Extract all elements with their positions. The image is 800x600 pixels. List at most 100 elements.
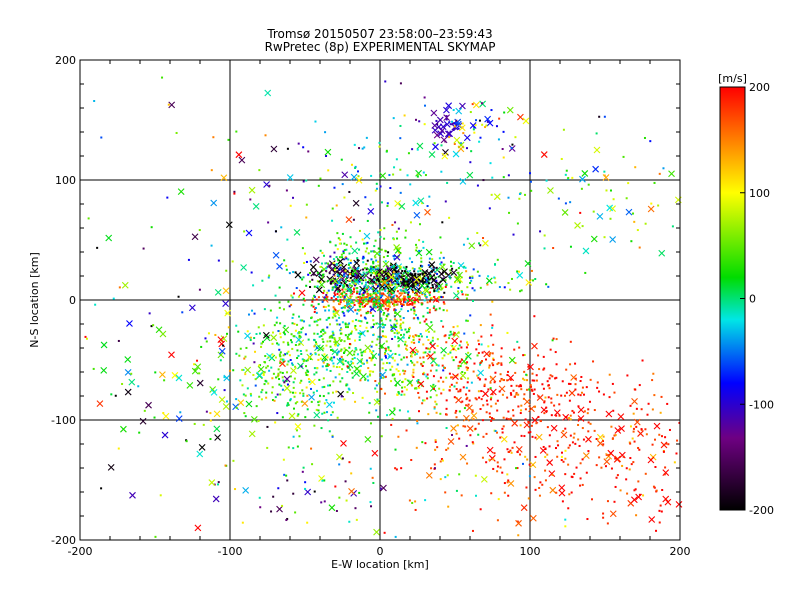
data-point-dot xyxy=(193,422,196,425)
data-point-dot xyxy=(450,333,453,336)
data-point-dot xyxy=(397,300,400,303)
data-point-cross xyxy=(592,165,600,173)
data-point-dot xyxy=(343,258,346,261)
data-point-dot xyxy=(562,430,565,433)
data-point-dot xyxy=(509,378,512,381)
data-point-dot xyxy=(359,298,362,301)
data-point-dot xyxy=(472,418,475,421)
data-point-dot xyxy=(355,328,358,331)
data-point-cross xyxy=(298,289,306,297)
data-point-dot xyxy=(467,351,470,354)
data-point-dot xyxy=(401,381,404,384)
data-point-dot xyxy=(436,272,439,275)
data-point-dot xyxy=(424,277,427,280)
data-point-dot xyxy=(325,293,328,296)
data-point-dot xyxy=(166,196,169,199)
data-point-dot xyxy=(652,485,655,488)
data-point-dot xyxy=(427,280,430,283)
data-point-cross xyxy=(379,172,387,180)
data-point-dot xyxy=(343,196,346,199)
data-point-dot xyxy=(343,314,346,317)
data-point-dot xyxy=(383,531,386,534)
data-point-dot xyxy=(312,391,315,394)
data-point-dot xyxy=(286,479,289,482)
data-point-dot xyxy=(358,304,361,307)
data-point-dot xyxy=(418,386,421,389)
data-point-dot xyxy=(298,343,301,346)
data-point-dot xyxy=(225,269,228,272)
data-point-dot xyxy=(427,275,430,278)
data-point-dot xyxy=(372,261,375,264)
data-point-dot xyxy=(321,274,324,277)
data-point-dot xyxy=(361,351,364,354)
data-point-dot xyxy=(386,204,389,207)
data-point-dot xyxy=(422,315,425,318)
data-point-dot xyxy=(577,405,580,408)
data-point-dot xyxy=(586,518,589,521)
data-point-dot xyxy=(298,315,301,318)
data-point-dot xyxy=(381,277,384,280)
data-point-dot xyxy=(477,339,480,342)
data-point-dot xyxy=(370,250,373,253)
data-point-dot xyxy=(384,290,387,293)
data-point-dot xyxy=(333,337,336,340)
data-point-dot xyxy=(364,279,367,282)
data-point-dot xyxy=(534,455,537,458)
data-point-dot xyxy=(448,275,451,278)
data-point-dot xyxy=(640,408,643,411)
data-point-cross xyxy=(558,489,566,497)
data-point-dot xyxy=(370,505,373,508)
data-point-cross xyxy=(453,275,461,283)
y-tick-label: -200 xyxy=(51,534,76,547)
data-point-dot xyxy=(331,219,334,222)
data-point-dot xyxy=(445,399,448,402)
data-point-dot xyxy=(283,308,286,311)
data-point-dot xyxy=(360,314,363,317)
data-point-dot xyxy=(353,350,356,353)
data-point-dot xyxy=(274,294,277,297)
data-point-dot xyxy=(456,325,459,328)
data-point-dot xyxy=(309,352,312,355)
data-point-dot xyxy=(329,340,332,343)
data-point-dot xyxy=(363,291,366,294)
data-point-dot xyxy=(257,326,260,329)
data-point-dot xyxy=(615,476,618,479)
data-point-cross xyxy=(561,209,569,216)
data-point-dot xyxy=(446,474,449,477)
data-point-dot xyxy=(396,332,399,335)
data-point-dot xyxy=(466,396,469,399)
data-point-dot xyxy=(325,318,328,321)
data-point-dot xyxy=(395,368,398,371)
data-point-dot xyxy=(92,367,95,370)
data-point-dot xyxy=(465,341,468,344)
data-point-dot xyxy=(376,295,379,298)
data-point-dot xyxy=(360,303,363,306)
data-point-cross xyxy=(647,205,655,213)
data-point-dot xyxy=(281,371,284,374)
data-point-dot xyxy=(562,128,565,131)
data-point-dot xyxy=(286,404,289,407)
data-point-dot xyxy=(372,271,375,274)
data-point-dot xyxy=(490,334,493,337)
data-point-cross xyxy=(560,431,568,439)
data-point-dot xyxy=(159,494,162,497)
data-point-dot xyxy=(286,517,289,520)
data-point-dot xyxy=(632,212,635,215)
data-point-dot xyxy=(327,304,330,307)
data-point-dot xyxy=(232,369,235,372)
data-point-dot xyxy=(360,279,363,282)
data-point-dot xyxy=(634,166,637,169)
data-point-cross xyxy=(175,374,183,382)
data-point-dot xyxy=(404,343,407,346)
data-point-dot xyxy=(369,267,372,270)
data-point-dot xyxy=(407,294,410,297)
data-point-dot xyxy=(403,295,406,298)
data-point-dot xyxy=(263,371,266,374)
data-point-dot xyxy=(346,303,349,306)
data-point-dot xyxy=(392,255,395,258)
data-point-dot xyxy=(520,385,523,388)
data-point-dot xyxy=(470,279,473,282)
data-point-cross xyxy=(423,287,431,295)
data-point-dot xyxy=(344,323,347,326)
data-point-dot xyxy=(397,251,400,254)
